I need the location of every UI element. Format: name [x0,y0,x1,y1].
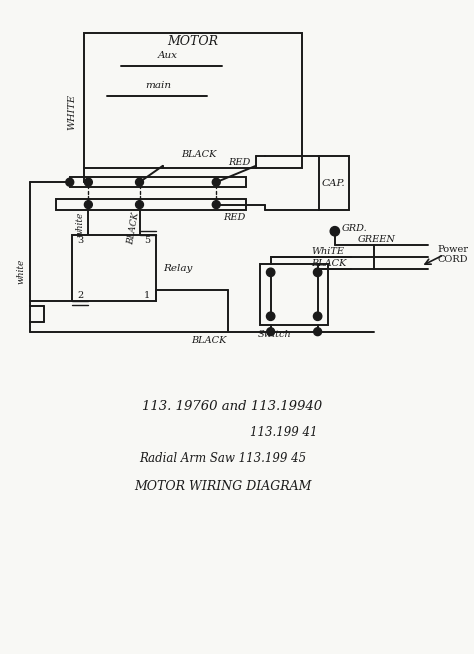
Circle shape [330,226,339,236]
Text: WhiTE: WhiTE [311,247,345,256]
Text: white: white [75,211,84,237]
Circle shape [84,179,92,186]
Text: GRD.: GRD. [342,224,367,233]
Text: BLACK: BLACK [311,258,347,267]
Bar [72,235,156,301]
Text: CAP.: CAP. [322,179,346,188]
Bar [319,156,349,210]
Text: Aux: Aux [157,50,177,60]
Circle shape [212,201,220,209]
Circle shape [266,268,275,277]
Text: 113.199 41: 113.199 41 [250,426,318,439]
Text: 3: 3 [77,236,83,245]
Text: main: main [145,80,171,90]
Text: BLACK: BLACK [191,336,227,345]
Text: MOTOR: MOTOR [167,35,219,48]
Bar [70,177,246,187]
Circle shape [313,268,322,277]
Circle shape [212,179,220,186]
Text: Relay: Relay [163,264,192,273]
Text: GREEN: GREEN [358,235,396,244]
Text: RED: RED [223,213,246,222]
Circle shape [313,312,322,320]
Text: WHITE: WHITE [68,94,77,130]
Text: MOTOR WIRING DIAGRAM: MOTOR WIRING DIAGRAM [135,480,312,493]
Text: Switch: Switch [258,330,292,339]
Circle shape [314,328,321,336]
Text: RED: RED [228,158,250,167]
Circle shape [136,201,144,209]
Circle shape [136,179,144,186]
Circle shape [266,312,275,320]
Text: white: white [17,258,26,284]
Bar [56,199,246,210]
Circle shape [267,328,274,336]
Circle shape [84,201,92,209]
Bar [260,264,328,324]
Circle shape [66,179,74,186]
Text: Radial Arm Saw 113.199 45: Radial Arm Saw 113.199 45 [140,452,307,465]
Bar [84,33,302,168]
Text: BLACK: BLACK [127,212,141,246]
Text: 5: 5 [145,236,150,245]
Text: 1: 1 [144,291,151,300]
Text: 2: 2 [77,291,83,300]
Text: Power
CORD: Power CORD [437,245,468,264]
Text: 113. 19760 and 113.19940: 113. 19760 and 113.19940 [143,400,323,413]
Text: BLACK: BLACK [182,150,217,159]
